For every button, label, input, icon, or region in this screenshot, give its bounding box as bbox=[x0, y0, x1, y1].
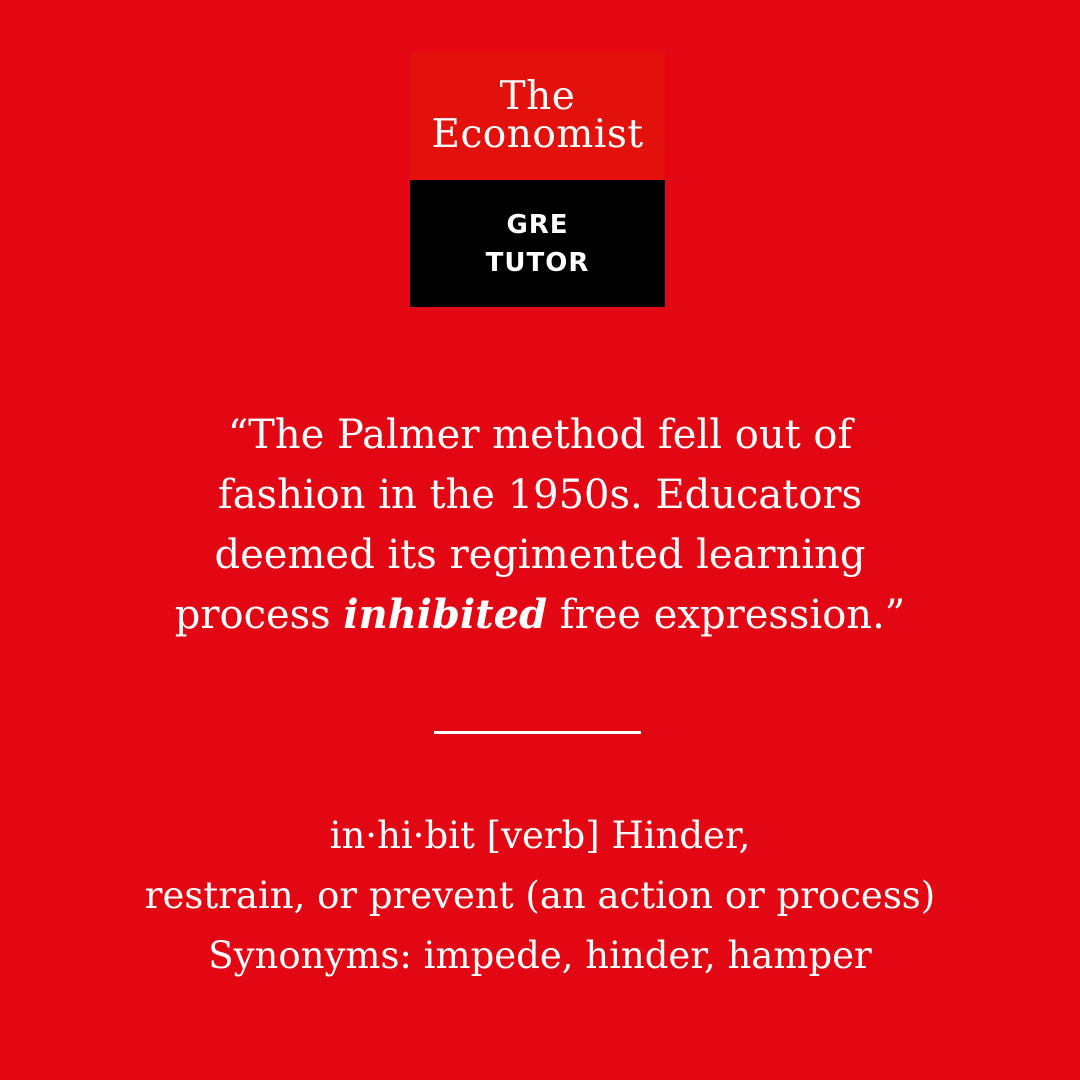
logo-masthead: The Economist bbox=[410, 52, 665, 180]
logo-line-economist: Economist bbox=[431, 112, 644, 157]
logo-line-the: The bbox=[499, 74, 576, 119]
quote-line-4-pre: process bbox=[174, 592, 344, 638]
logo-line-gre: GRE bbox=[506, 209, 569, 240]
logo-line-tutor: TUTOR bbox=[485, 247, 590, 278]
quote-line-3: deemed its regimented learning bbox=[214, 532, 866, 578]
word-definition: in·hi·bit [verb] Hinder, restrain, or pr… bbox=[60, 806, 1020, 986]
economist-gre-tutor-logo: The Economist GRE TUTOR bbox=[410, 52, 665, 307]
example-quote: “The Palmer method fell out of fashion i… bbox=[100, 405, 980, 645]
quote-line-1: “The Palmer method fell out of bbox=[227, 412, 853, 458]
divider-line bbox=[434, 731, 641, 734]
synonyms-line: Synonyms: impede, hinder, hamper bbox=[208, 934, 872, 977]
quote-line-4-post: free expression.” bbox=[547, 592, 906, 638]
quote-line-2: fashion in the 1950s. Educators bbox=[217, 472, 863, 518]
logo-subtitle: GRE TUTOR bbox=[410, 180, 665, 307]
quote-line-4: process inhibited free expression.” bbox=[100, 585, 980, 645]
definition-line-1: in·hi·bit [verb] Hinder, bbox=[329, 814, 751, 857]
definition-line-2: restrain, or prevent (an action or proce… bbox=[144, 874, 936, 917]
highlighted-word: inhibited bbox=[343, 591, 548, 638]
